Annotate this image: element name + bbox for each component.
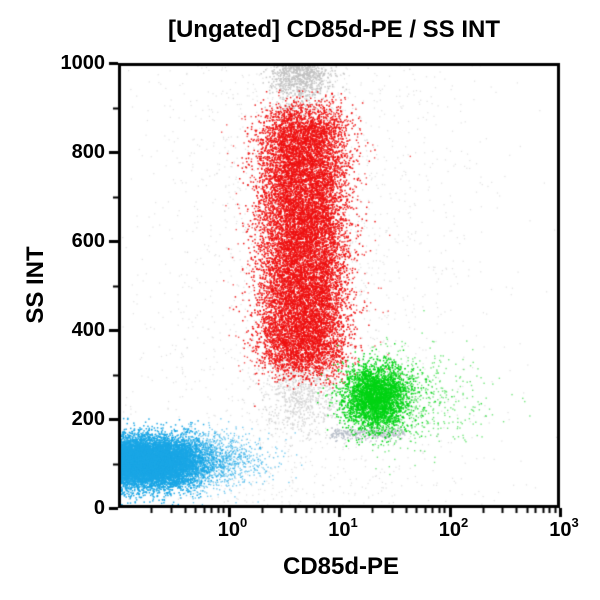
x-tick-label-10e0: 100 bbox=[217, 515, 248, 541]
x-axis-label: CD85d-PE bbox=[282, 553, 400, 580]
x-tick-label-10e1: 101 bbox=[328, 515, 358, 541]
x-tick-label-10e3: 103 bbox=[549, 515, 579, 541]
y-tick-label-200: 200 bbox=[71, 408, 105, 430]
y-tick-label-600: 600 bbox=[71, 230, 105, 252]
y-tick-label-1000: 1000 bbox=[60, 52, 106, 74]
chart-title: [Ungated] CD85d-PE / SS INT bbox=[167, 16, 501, 43]
y-tick-label-800: 800 bbox=[71, 141, 105, 163]
y-tick-label-0: 0 bbox=[93, 497, 105, 519]
y-tick-label-400: 400 bbox=[71, 319, 105, 341]
y-axis-label: SS INT bbox=[22, 246, 49, 324]
x-tick-label-10e2: 102 bbox=[438, 515, 469, 541]
